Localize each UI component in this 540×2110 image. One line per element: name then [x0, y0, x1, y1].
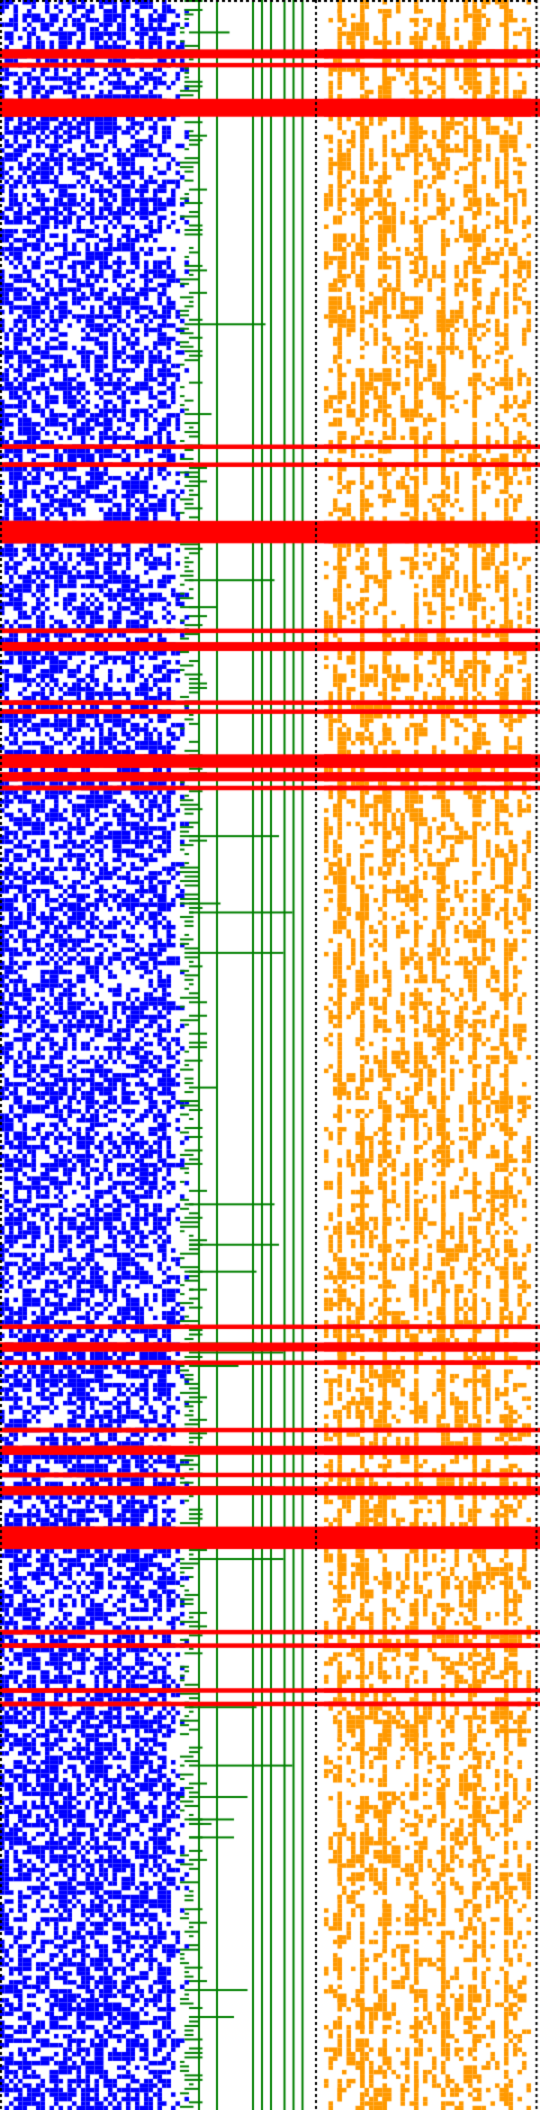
sequence-visualization [0, 0, 540, 2110]
matrix-canvas [0, 0, 540, 2110]
